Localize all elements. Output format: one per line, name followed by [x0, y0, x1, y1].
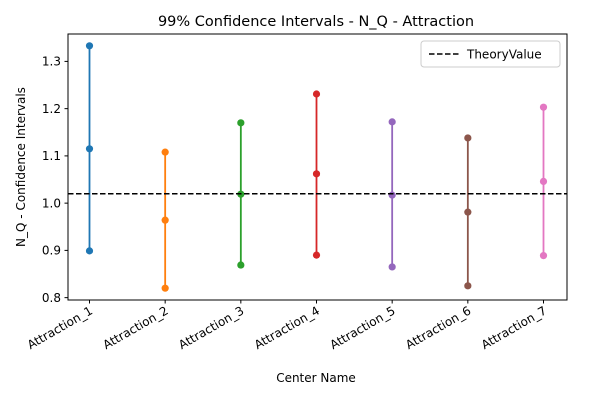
y-axis: 0.8 0.9 1.0 1.1 1.2 1.3: [42, 55, 68, 305]
legend-box: [420, 40, 561, 68]
x-axis-label: Center Name: [276, 371, 356, 385]
y-axis-label: N_Q - Confidence Intervals: [14, 87, 28, 247]
center-point: [464, 208, 472, 216]
center-point: [312, 170, 321, 178]
lower-point: [388, 263, 396, 271]
errorbar-4: [312, 90, 321, 259]
errorbar-7: [539, 103, 548, 260]
errorbar-1: [85, 42, 94, 255]
center-point: [388, 191, 396, 199]
x-tick-label: Attraction_6: [403, 303, 473, 352]
y-tick-label: 1.0: [42, 196, 61, 210]
center-point: [539, 177, 548, 186]
center-point: [85, 145, 94, 153]
upper-point: [237, 119, 245, 127]
lower-point: [237, 261, 245, 269]
y-tick-label: 1.3: [42, 55, 61, 69]
upper-point: [312, 90, 321, 98]
x-tick-label: Attraction_2: [101, 303, 171, 352]
chart-title: 99% Confidence Intervals - N_Q - Attract…: [158, 14, 474, 30]
center-point: [161, 216, 169, 224]
plot-area: [68, 42, 567, 292]
y-tick-label: 1.1: [42, 149, 61, 163]
x-tick-label: Attraction_5: [328, 303, 398, 352]
x-tick-label: Attraction_3: [176, 303, 246, 352]
errorbar-2: [161, 148, 169, 292]
errorbar-6: [464, 134, 472, 290]
x-axis: Attraction_1 Attraction_2 Attraction_3 Attr…: [25, 300, 549, 352]
upper-point: [161, 148, 169, 156]
lower-point: [312, 251, 321, 259]
lower-point: [85, 247, 94, 255]
upper-point: [539, 103, 548, 111]
lower-point: [539, 251, 548, 260]
lower-point: [464, 282, 472, 290]
x-tick-label: Attraction_1: [25, 303, 95, 352]
upper-point: [464, 134, 472, 142]
upper-point: [85, 42, 94, 50]
y-tick-label: 0.9: [42, 244, 61, 258]
lower-point: [161, 284, 169, 292]
upper-point: [388, 118, 396, 126]
axes-frame: [67, 33, 568, 301]
y-tick-label: 1.2: [42, 102, 61, 116]
legend-theory-label: TheoryValue: [466, 48, 542, 62]
y-tick-label: 0.8: [42, 291, 61, 305]
x-tick-label: Attraction_7: [479, 303, 549, 352]
x-tick-label: Attraction_4: [252, 303, 322, 352]
legend: TheoryValue: [420, 40, 561, 68]
